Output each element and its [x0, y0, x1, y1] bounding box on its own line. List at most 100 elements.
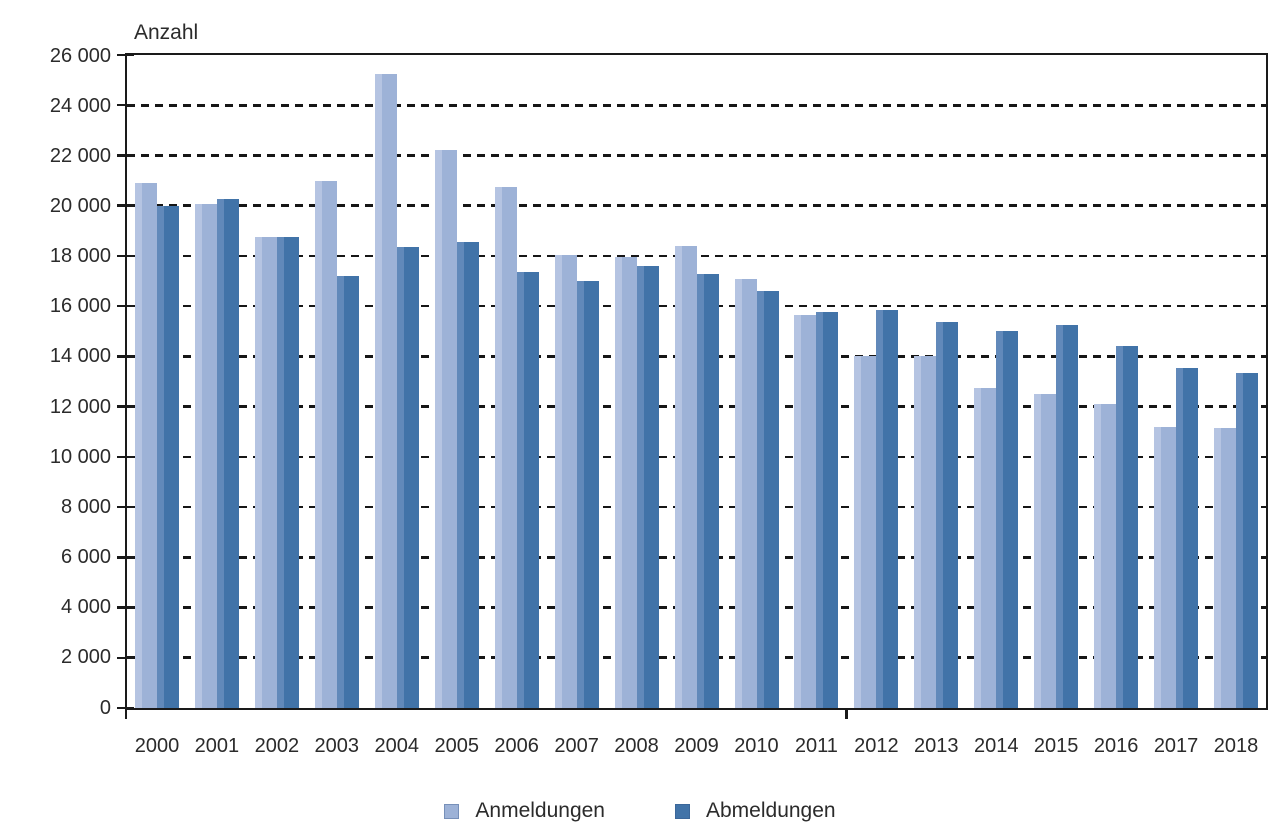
x-label-2012: 2012 — [854, 735, 899, 757]
bar-group-2003 — [307, 55, 367, 708]
y-tick-12000 — [116, 405, 134, 408]
y-tick-14000 — [116, 355, 134, 358]
bar-group-2008 — [607, 55, 667, 708]
x-label-2000: 2000 — [134, 735, 180, 757]
x-label-2008: 2008 — [614, 735, 659, 757]
bar-abmeldungen-2017 — [1176, 367, 1199, 708]
bar-groups — [127, 55, 1266, 708]
y-tick-2000 — [116, 656, 134, 660]
bar-group-2014 — [966, 55, 1026, 708]
bar-anmeldungen-2000 — [134, 183, 157, 708]
bar-group-2006 — [487, 55, 547, 708]
x-label-2018: 2018 — [1213, 735, 1259, 757]
y-tick-label-12000: 12 000 — [49, 395, 111, 418]
y-tick-label-22000: 22 000 — [49, 144, 111, 167]
bar-anmeldungen-2004 — [374, 73, 397, 708]
gridline-24000 — [127, 103, 1266, 107]
bar-anmeldungen-2010 — [734, 278, 757, 708]
bar-anmeldungen-2009 — [674, 245, 697, 708]
bar-abmeldungen-2014 — [996, 331, 1019, 708]
bar-anmeldungen-2002 — [254, 237, 277, 708]
x-label-2004: 2004 — [374, 735, 420, 757]
bar-anmeldungen-2015 — [1034, 394, 1057, 708]
bar-abmeldungen-2002 — [276, 237, 299, 708]
bar-group-2002 — [247, 55, 307, 708]
bar-abmeldungen-2010 — [756, 291, 779, 708]
legend-item-abmeldungen: Abmeldungen — [675, 799, 836, 823]
x-axis-labels: 2000 2001 2002 2003 2004 2005 2006 2007 2008 2009… — [127, 735, 1266, 758]
bar-abmeldungen-2004 — [396, 247, 419, 708]
x-label-2015: 2015 — [1033, 735, 1079, 757]
y-tick-label-2000: 2 000 — [60, 646, 111, 669]
bar-anmeldungen-2007 — [554, 254, 577, 708]
bar-abmeldungen-2001 — [216, 199, 239, 708]
bar-abmeldungen-2015 — [1056, 325, 1079, 708]
x-label-2001: 2001 — [194, 735, 240, 757]
bar-anmeldungen-2003 — [314, 180, 337, 708]
bar-group-2013 — [906, 55, 966, 708]
x-label-2016: 2016 — [1093, 735, 1139, 757]
plot-area — [116, 53, 1268, 719]
bar-abmeldungen-2007 — [576, 281, 599, 708]
y-tick-label-4000: 4 000 — [60, 596, 111, 619]
y-axis-labels: 0 2 000 4 000 6 000 8 000 10 000 12 000 14 000 1… — [0, 45, 111, 719]
x-label-2013: 2013 — [914, 735, 959, 757]
bar-group-2004 — [367, 55, 427, 708]
y-tick-label-14000: 14 000 — [49, 345, 111, 368]
legend-label-abmeldungen: Abmeldungen — [706, 799, 836, 822]
x-label-2002: 2002 — [254, 735, 300, 757]
y-tick-24000 — [116, 103, 134, 107]
bar-anmeldungen-2012 — [854, 356, 877, 708]
x-axis-boundary-tick — [845, 709, 848, 719]
bar-abmeldungen-2011 — [816, 312, 839, 708]
y-tick-10000 — [116, 455, 134, 459]
bar-abmeldungen-2016 — [1116, 346, 1139, 708]
legend: Anmeldungen Abmeldungen — [0, 799, 1280, 823]
bar-group-2016 — [1086, 55, 1146, 708]
bar-anmeldungen-2017 — [1154, 426, 1177, 708]
bar-group-2005 — [427, 55, 487, 708]
y-tick-label-18000: 18 000 — [49, 245, 111, 268]
bar-abmeldungen-2009 — [696, 273, 719, 708]
bar-abmeldungen-2008 — [636, 265, 659, 708]
gridline-22000 — [127, 154, 1266, 157]
bar-group-2009 — [667, 55, 727, 708]
y-tick-16000 — [116, 304, 134, 308]
y-tick-label-8000: 8 000 — [60, 495, 111, 518]
bar-group-2015 — [1026, 55, 1086, 708]
y-tick-0 — [116, 706, 134, 710]
bar-abmeldungen-2013 — [936, 322, 959, 708]
y-tick-label-20000: 20 000 — [49, 194, 111, 217]
bar-anmeldungen-2001 — [194, 204, 217, 708]
bar-anmeldungen-2006 — [494, 186, 517, 708]
bar-anmeldungen-2014 — [974, 387, 997, 708]
x-label-2005: 2005 — [434, 735, 479, 757]
bar-anmeldungen-2018 — [1214, 427, 1237, 708]
bar-group-2011 — [786, 55, 846, 708]
x-label-2009: 2009 — [674, 735, 719, 757]
legend-swatch-abmeldungen-icon — [675, 803, 690, 819]
bar-group-2017 — [1146, 55, 1206, 708]
legend-item-anmeldungen: Anmeldungen — [444, 799, 605, 823]
bar-group-2000 — [127, 55, 187, 708]
bar-group-2018 — [1206, 55, 1266, 708]
bar-abmeldungen-2003 — [336, 276, 359, 708]
bar-group-2010 — [727, 55, 787, 708]
y-tick-label-16000: 16 000 — [49, 295, 111, 318]
x-label-2003: 2003 — [314, 735, 360, 757]
x-label-2017: 2017 — [1153, 735, 1199, 757]
y-tick-label-26000: 26 000 — [49, 44, 111, 67]
x-label-2007: 2007 — [554, 735, 599, 757]
y-tick-26000 — [116, 53, 134, 57]
y-tick-8000 — [116, 505, 134, 509]
y-tick-6000 — [116, 556, 134, 559]
y-tick-label-10000: 10 000 — [49, 445, 111, 468]
bar-group-2012 — [846, 55, 906, 708]
y-tick-label-0: 0 — [99, 696, 111, 719]
y-tick-20000 — [116, 204, 134, 207]
bar-abmeldungen-2006 — [516, 272, 539, 708]
bar-anmeldungen-2011 — [794, 314, 817, 708]
y-tick-4000 — [116, 606, 134, 609]
bar-group-2007 — [547, 55, 607, 708]
